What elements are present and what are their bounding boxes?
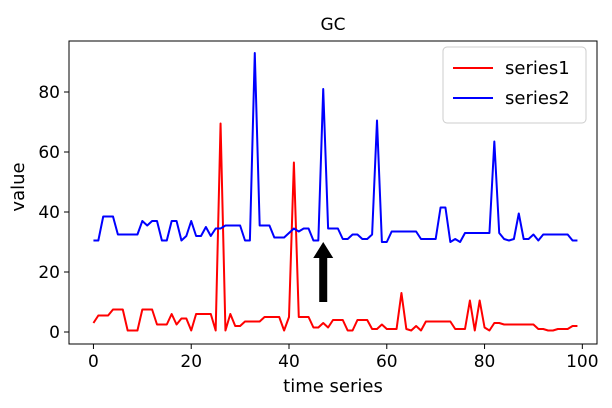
legend-box [442, 46, 587, 124]
y-tick-label: 0 [49, 323, 60, 343]
y-tick-label: 40 [38, 203, 60, 223]
series-group [92, 52, 578, 332]
legend-label-series1: series1 [505, 58, 570, 79]
series-line-series1 [92, 122, 578, 332]
annotation-group [313, 242, 334, 302]
legend-label-series2: series2 [505, 88, 570, 109]
series-line-series2 [93, 52, 578, 243]
y-tick-label: 20 [38, 263, 60, 283]
y-axis: 0 20 40 60 80 [38, 83, 69, 343]
x-tick-label: 40 [278, 352, 300, 372]
x-tick-label: 80 [474, 352, 496, 372]
plot-frame [68, 40, 598, 345]
x-tick-label: 20 [180, 352, 202, 372]
x-tick-label: 60 [376, 352, 398, 372]
y-tick-label: 80 [38, 83, 60, 103]
annotation-arrow [313, 242, 334, 302]
x-tick-label: 0 [88, 352, 99, 372]
x-axis: 0 20 40 60 80 100 [88, 344, 599, 372]
x-axis-title: time series [283, 376, 383, 397]
legend: series1 series2 [442, 46, 587, 124]
y-axis-title: value [8, 162, 29, 211]
plot-area [92, 52, 578, 332]
x-tick-label: 100 [566, 352, 598, 372]
y-tick-label: 60 [38, 143, 60, 163]
chart-title: GC [320, 15, 345, 35]
